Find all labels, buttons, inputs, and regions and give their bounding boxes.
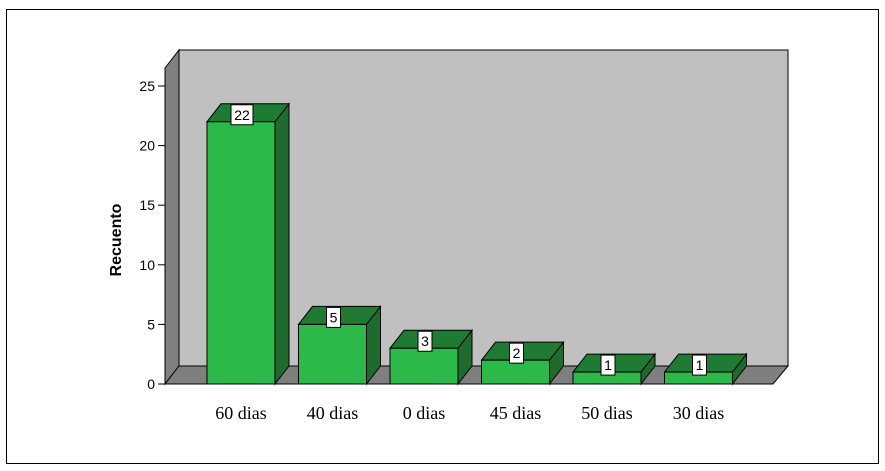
data-label: 1 xyxy=(696,357,704,373)
bar-front xyxy=(389,347,459,385)
data-label-box xyxy=(417,330,433,352)
data-label-box xyxy=(230,104,254,126)
y-tick-label: 20 xyxy=(139,138,155,154)
bars: 22 5 3 2 1 1 xyxy=(205,102,748,386)
bar: 5 xyxy=(297,304,382,386)
bar: 1 xyxy=(663,352,748,386)
y-tick-label: 5 xyxy=(147,316,155,332)
bar-front xyxy=(298,323,367,385)
x-tick-label: 45 dias xyxy=(490,403,542,423)
x-tick-label: 60 dias xyxy=(215,403,267,423)
x-tick-label: 30 dias xyxy=(673,403,725,423)
x-tick-label: 50 dias xyxy=(581,403,633,423)
data-label: 5 xyxy=(330,309,338,325)
y-tick-label: 15 xyxy=(139,197,155,213)
bar: 22 xyxy=(205,102,291,386)
y-axis-title: Recuento xyxy=(108,203,125,276)
bar-front xyxy=(206,121,276,385)
bar: 3 xyxy=(388,328,474,386)
data-label: 22 xyxy=(234,107,250,123)
bar-front xyxy=(481,359,550,385)
data-label-box xyxy=(326,306,341,328)
y-tick-label: 25 xyxy=(139,78,155,94)
y-axis: 0 5 10 15 20 25 xyxy=(139,78,165,392)
y-tick-label: 10 xyxy=(139,257,155,273)
data-label: 3 xyxy=(421,333,429,349)
bar-side xyxy=(274,102,290,386)
data-label-box xyxy=(509,342,524,364)
data-label-box xyxy=(600,354,616,376)
x-axis-labels: 60 dias 40 dias 0 dias 45 dias 50 dias 30 dia… xyxy=(215,403,724,423)
bar: 2 xyxy=(480,340,565,386)
data-label-box xyxy=(692,354,707,376)
y-tick-label: 0 xyxy=(147,376,155,392)
left-wall xyxy=(164,48,180,386)
x-tick-label: 0 dias xyxy=(403,403,446,423)
data-label: 1 xyxy=(604,357,612,373)
data-label: 2 xyxy=(513,345,521,361)
bar: 1 xyxy=(571,352,657,386)
x-tick-label: 40 dias xyxy=(307,403,359,423)
